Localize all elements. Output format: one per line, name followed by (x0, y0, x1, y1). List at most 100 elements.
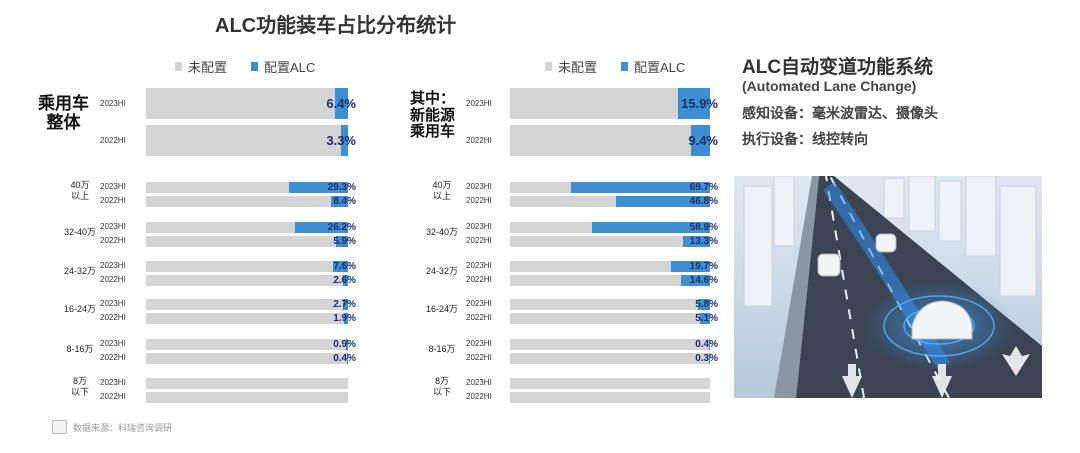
year-label: 2023HI (466, 182, 492, 191)
segment-label-line: 以上 (70, 191, 89, 202)
bar-track (146, 392, 348, 403)
bar-track (510, 299, 710, 310)
segment-bar-fill (336, 236, 348, 247)
segment-bar-fill (698, 299, 710, 310)
year-label: 2022HI (100, 136, 126, 145)
year-label: 2023HI (100, 99, 126, 108)
value-label: 5.9% (333, 235, 356, 247)
segment-label-line: 32-40万 (425, 227, 459, 237)
bar-track (146, 222, 348, 233)
bar-track (510, 88, 710, 119)
legend-label-configured: 配置ALC (634, 60, 686, 75)
bar-track (510, 339, 710, 350)
segment-label: 32-40万 (60, 227, 100, 238)
segment-label-line: 24-32万 (425, 266, 459, 276)
chart-header-line: 整体 (46, 112, 81, 132)
segment-label-line: 40万 (432, 180, 452, 190)
year-label: 2022HI (100, 196, 126, 205)
year-label: 2022HI (100, 236, 126, 245)
segment-label: 24-32万 (422, 266, 462, 277)
value-label: 58.9% (689, 221, 718, 233)
bar-track (510, 196, 710, 207)
summary-bar-fill (691, 125, 710, 156)
segment-bar-fill (344, 313, 348, 324)
segment-bar-fill (670, 261, 710, 272)
value-label: 26.2% (327, 221, 356, 233)
legend-swatch-not-configured (175, 62, 182, 71)
year-label: 2023HI (466, 99, 492, 108)
segment-label: 8-16万 (60, 344, 100, 355)
year-label: 2023HI (466, 261, 492, 270)
year-label: 2023HI (466, 222, 492, 231)
bar-track (510, 378, 710, 389)
year-label: 2023HI (466, 339, 492, 348)
value-label: 9.4% (688, 133, 718, 148)
year-label: 2022HI (100, 392, 126, 401)
source-icon (52, 420, 67, 434)
value-label: 6.4% (326, 96, 356, 111)
year-label: 2022HI (100, 353, 126, 362)
year-label: 2023HI (466, 299, 492, 308)
value-label: 5.8% (695, 298, 718, 310)
chart-header-line: 新能源 (410, 106, 456, 124)
year-label: 2022HI (466, 275, 492, 284)
bar-track (510, 392, 710, 403)
segment-label: 32-40万 (422, 227, 462, 238)
segment-label-line: 16-24万 (425, 304, 459, 314)
year-label: 2023HI (100, 182, 126, 191)
year-label: 2022HI (466, 313, 492, 322)
value-label: 29.3% (327, 181, 356, 193)
year-label: 2022HI (466, 196, 492, 205)
value-label: 5.1% (695, 312, 718, 324)
summary-bar-fill (341, 125, 348, 156)
segment-bar-fill (699, 313, 710, 324)
year-label: 2022HI (466, 353, 492, 362)
side-panel-title: ALC自动变道功能系统 (742, 57, 934, 78)
segment-label-line: 以下 (70, 387, 89, 398)
bar-track (146, 353, 348, 364)
bar-track (146, 236, 348, 247)
value-label: 1.9% (333, 312, 356, 324)
segment-label: 24-32万 (60, 266, 100, 277)
bar-track (510, 261, 710, 272)
bar-track (146, 88, 348, 119)
segment-bar-fill (346, 339, 348, 350)
segment-bar-fill (342, 299, 348, 310)
segment-label-line: 32-40万 (63, 227, 97, 237)
legend-swatch-not-configured (545, 62, 552, 71)
bar-track (510, 125, 710, 156)
value-label: 2.6% (333, 274, 356, 286)
value-label: 0.3% (695, 352, 718, 364)
value-label: 3.3% (326, 133, 356, 148)
segment-label: 8万 以下 (60, 376, 100, 399)
year-label: 2022HI (100, 313, 126, 322)
side-panel-execution: 执行设备：线控转向 (742, 131, 868, 147)
year-label: 2023HI (100, 339, 126, 348)
value-label: 0.4% (333, 352, 356, 364)
chart-header: 其中： 新能源 乘用车 (410, 90, 456, 141)
side-panel-subtitle: (Automated Lane Change) (742, 78, 917, 94)
bar-track (146, 275, 348, 286)
chart-header-line: 乘用车 (410, 123, 456, 140)
legend-label-configured: 配置ALC (264, 60, 316, 75)
legend-left: 未配置 配置ALC (175, 57, 315, 76)
legend-label-not-configured: 未配置 (558, 60, 598, 75)
summary-bar-fill (678, 88, 710, 119)
chart-header: 乘用车 整体 (38, 94, 89, 132)
value-label: 13.3% (689, 235, 718, 247)
bar-track (146, 261, 348, 272)
segment-bar-fill (709, 353, 710, 364)
value-label: 69.7% (689, 181, 718, 193)
segment-label: 8万 以下 (422, 376, 462, 399)
data-source: 数据来源：科瑞咨询调研 (52, 420, 172, 434)
segment-label: 8-16万 (422, 344, 462, 355)
year-label: 2022HI (100, 275, 126, 284)
value-label: 15.9% (681, 96, 718, 111)
year-label: 2022HI (466, 236, 492, 245)
segment-bar-fill (592, 222, 710, 233)
segment-label-line: 以下 (432, 387, 451, 398)
bar-track (146, 313, 348, 324)
chart-header-line: 其中： (410, 90, 456, 107)
segment-bar-fill (616, 196, 710, 207)
year-label: 2022HI (466, 136, 492, 145)
